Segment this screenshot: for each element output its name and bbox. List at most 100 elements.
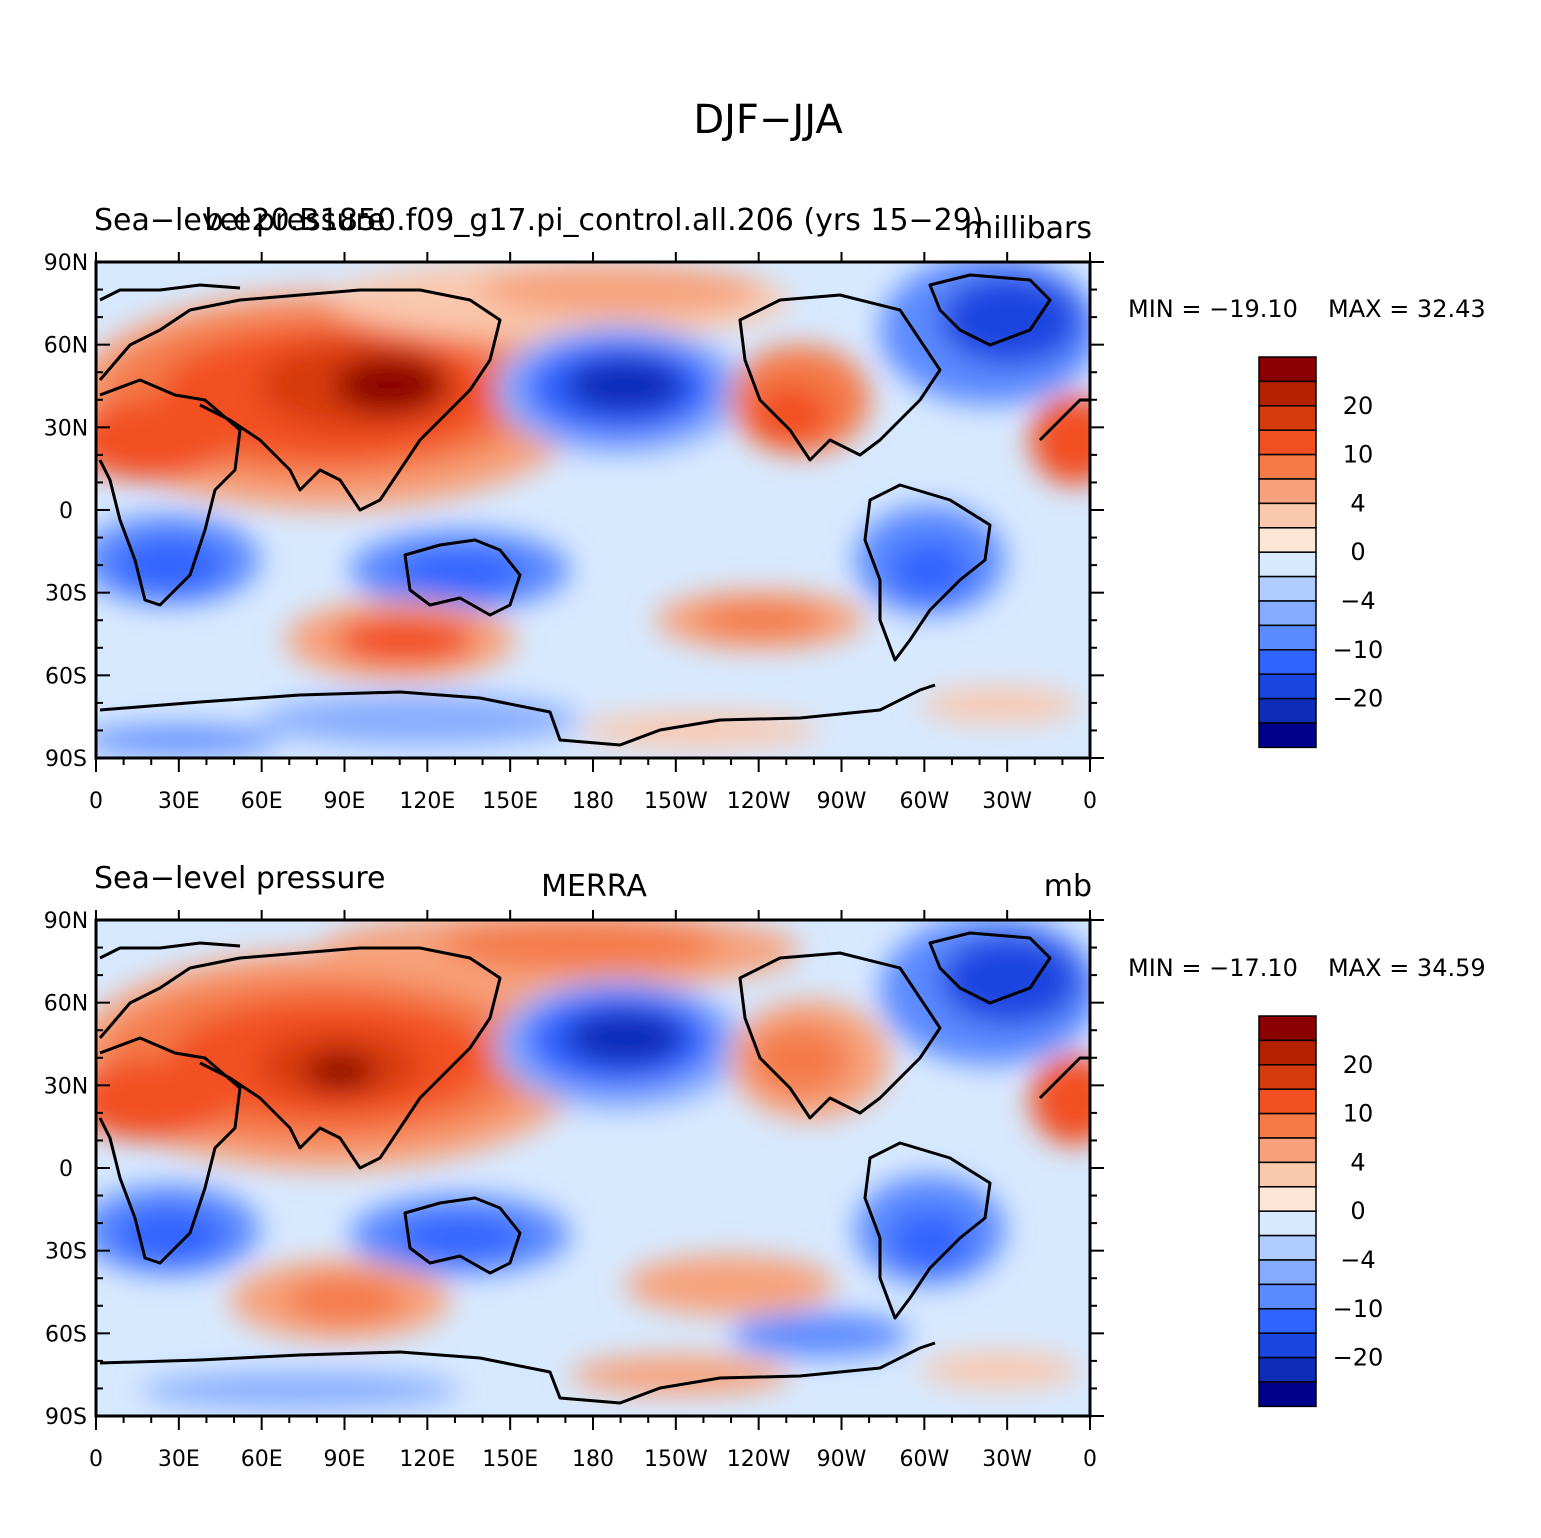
coastlines: [98, 273, 1090, 747]
panel-obs: Sea−level pressure MERRA mb: [44, 861, 1486, 1472]
min-label: MIN = −17.10: [1128, 954, 1298, 982]
panel-left-title: Sea−level pressure: [94, 203, 385, 238]
colorbar-swatch: [1258, 649, 1317, 675]
lat-axis-ticks: 90N 60N 30N 0 30S 60S 90S: [44, 909, 1104, 1430]
colorbar-2: 20 10 4 0 −4 −10 −20: [1258, 1015, 1384, 1408]
colorbar-label: −20: [1333, 1344, 1384, 1372]
colorbar-swatch: [1258, 1332, 1317, 1359]
map-field: [96, 920, 1090, 1416]
lon-tick-label: 150E: [482, 789, 538, 814]
colorbar-label: 4: [1350, 489, 1365, 517]
colorbar-swatch: [1258, 624, 1317, 651]
panel-center-title: MERRA: [541, 869, 647, 904]
lat-tick-label: 60N: [44, 334, 88, 359]
colorbar-label: 20: [1343, 1051, 1374, 1079]
panel-model: Sea−level pressure b.e20.B1850.f09_g17.p…: [44, 203, 1486, 814]
lat-tick-label: 30S: [45, 1240, 87, 1265]
colorbar-label: 10: [1343, 441, 1374, 469]
lon-tick-label: 60E: [241, 789, 283, 814]
lat-tick-label: 30S: [45, 582, 87, 607]
colorbar-swatch: [1258, 356, 1317, 383]
lon-tick-label: 90W: [817, 789, 867, 814]
colorbar-swatch: [1258, 453, 1317, 480]
coastlines: [98, 931, 1090, 1405]
lon-tick-label: 30E: [158, 1447, 200, 1472]
colorbar-swatch: [1258, 600, 1317, 627]
lon-tick-label: 0: [89, 789, 103, 814]
colorbar-swatch: [1258, 429, 1317, 456]
lon-tick-label: 120W: [727, 1447, 791, 1472]
lon-tick-label: 90W: [817, 1447, 867, 1472]
colorbar-swatch: [1258, 673, 1317, 700]
colorbar-swatch: [1258, 1137, 1317, 1164]
lon-axis-ticks: 0 30E 60E 90E 120E 150E 180 150W 120W 90W 60W 30W 0: [89, 252, 1097, 814]
lon-tick-label: 150E: [482, 1447, 538, 1472]
lat-tick-label: 90N: [44, 251, 88, 276]
colorbar-label: 10: [1343, 1100, 1374, 1128]
colorbar-swatch: [1258, 551, 1317, 578]
colorbar-swatch: [1258, 1015, 1317, 1042]
lon-tick-label: 60W: [899, 789, 949, 814]
colorbar-label: 0: [1350, 1197, 1365, 1225]
colorbar-swatch: [1258, 1259, 1317, 1286]
lon-tick-label: 90E: [324, 1447, 366, 1472]
colorbar-swatch: [1258, 575, 1317, 602]
colorbar-swatch: [1258, 1186, 1317, 1212]
map-field: [96, 262, 1090, 758]
colorbar-swatch: [1258, 1283, 1317, 1310]
lat-tick-label: 30N: [44, 416, 88, 441]
lon-tick-label: 0: [89, 1447, 103, 1472]
colorbar-swatch: [1258, 380, 1317, 407]
lon-tick-label: 180: [572, 1447, 614, 1472]
colorbar-swatch: [1258, 527, 1317, 553]
colorbar-swatch: [1258, 1112, 1317, 1139]
lat-tick-label: 60S: [45, 1322, 87, 1347]
min-label: MIN = −19.10: [1128, 295, 1298, 323]
lon-tick-label: 30W: [982, 1447, 1032, 1472]
colorbar-swatch: [1258, 1210, 1317, 1237]
lat-axis-ticks: 90N 60N 30N 0 30S 60S 90S: [44, 251, 1104, 772]
colorbar-swatch: [1258, 722, 1317, 749]
max-label: MAX = 32.43: [1328, 295, 1486, 323]
colorbar-label: −10: [1333, 636, 1384, 664]
colorbar-label: 20: [1343, 392, 1374, 420]
lon-tick-label: 180: [572, 789, 614, 814]
colorbar-swatch: [1258, 405, 1317, 431]
lon-tick-label: 120W: [727, 789, 791, 814]
panel-center-title: b.e20.B1850.f09_g17.pi_control.all.206 (…: [204, 203, 983, 238]
lon-tick-label: 0: [1083, 1447, 1097, 1472]
lat-tick-label: 90S: [45, 747, 87, 772]
lat-tick-label: 90S: [45, 1405, 87, 1430]
colorbar-label: −4: [1340, 1246, 1375, 1274]
colorbar-swatch: [1258, 1381, 1317, 1408]
lon-tick-label: 120E: [399, 789, 455, 814]
lat-tick-label: 60S: [45, 664, 87, 689]
lon-tick-label: 120E: [399, 1447, 455, 1472]
colorbar-label: −10: [1333, 1295, 1384, 1323]
figure-title: DJF−JJA: [693, 97, 843, 143]
lon-axis-ticks: 0 30E 60E 90E 120E 150E 180 150W 120W 90W 60W 30W 0: [89, 910, 1097, 1472]
lon-tick-label: 0: [1083, 789, 1097, 814]
lon-tick-label: 30E: [158, 789, 200, 814]
colorbar-swatch: [1258, 1064, 1317, 1090]
colorbar-swatch: [1258, 1356, 1317, 1383]
lon-tick-label: 150W: [644, 789, 708, 814]
lat-tick-label: 0: [59, 1157, 73, 1182]
colorbar-swatch: [1258, 697, 1317, 724]
lat-tick-label: 30N: [44, 1074, 88, 1099]
colorbar-label: −4: [1340, 587, 1375, 615]
lon-tick-label: 30W: [982, 789, 1032, 814]
max-label: MAX = 34.59: [1328, 954, 1486, 982]
lon-tick-label: 150W: [644, 1447, 708, 1472]
lon-tick-label: 90E: [324, 789, 366, 814]
colorbar-swatch: [1258, 502, 1317, 529]
colorbar-swatch: [1258, 1161, 1317, 1188]
panel-units: mb: [1044, 869, 1092, 904]
lon-tick-label: 60W: [899, 1447, 949, 1472]
colorbar-swatch: [1258, 1308, 1317, 1334]
colorbar-swatch: [1258, 1088, 1317, 1115]
colorbar-label: 4: [1350, 1148, 1365, 1176]
colorbar-swatch: [1258, 478, 1317, 505]
colorbar-swatch: [1258, 1234, 1317, 1261]
lon-tick-label: 60E: [241, 1447, 283, 1472]
